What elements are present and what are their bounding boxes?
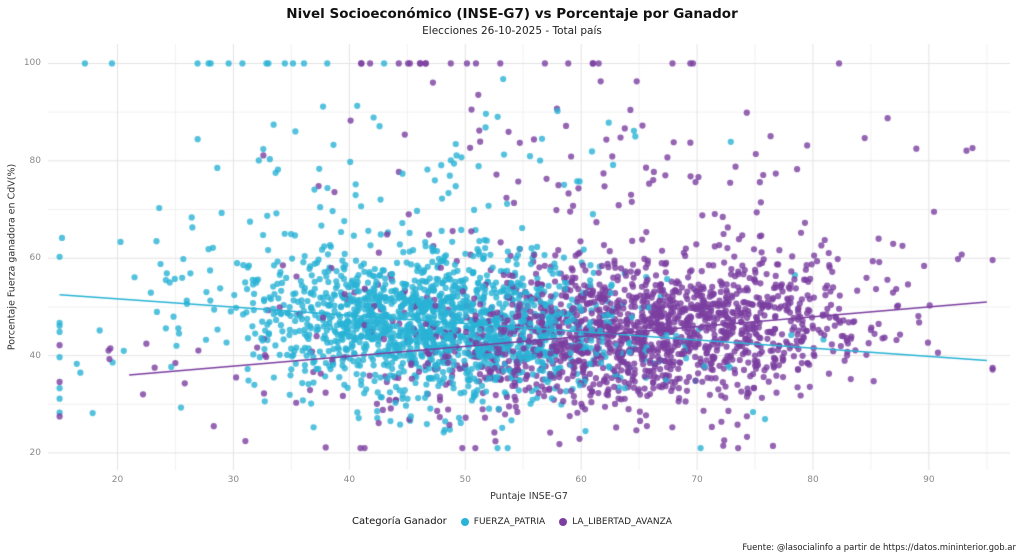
legend-item-la-libertad-avanza: LA_LIBERTAD_AVANZA [559, 517, 672, 527]
y-tick-label: 100 [23, 58, 41, 69]
legend-item-label: LA_LIBERTAD_AVANZA [572, 516, 672, 527]
y-axis-label: Porcentaje Fuerza ganadora en CdV(%) [6, 163, 18, 351]
x-tick-label: 60 [575, 475, 587, 485]
y-tick-label: 20 [29, 447, 41, 458]
x-tick-label: 20 [111, 475, 124, 485]
chart-title: Nivel Socioeconómico (INSE-G7) vs Porcen… [286, 6, 738, 22]
legend: Categoría Ganador FUERZA_PATRIA LA_LIBER… [0, 516, 1024, 527]
scatter-canvas [48, 44, 1010, 470]
y-tick-label: 40 [29, 350, 41, 361]
legend-title: Categoría Ganador [352, 516, 447, 527]
x-tick-label: 70 [691, 475, 703, 485]
x-tick-label: 30 [227, 475, 240, 485]
x-tick-label: 40 [343, 475, 356, 485]
legend-item-label: FUERZA_PATRIA [473, 516, 546, 527]
x-axis-label: Puntaje INSE-G7 [490, 491, 568, 502]
legend-item-fuerza-patria: FUERZA_PATRIA [460, 516, 546, 527]
chart-subtitle: Elecciones 26-10-2025 - Total país [422, 25, 602, 37]
plot-area: 20 30 40 50 60 70 80 90 20 40 60 80 100 [24, 44, 1010, 485]
x-tick-label: 80 [807, 475, 819, 485]
x-tick-label: 90 [923, 475, 935, 485]
legend-dot-icon [559, 517, 568, 526]
footer-source: Fuente: @lasocialinfo a partir de https:… [742, 543, 1016, 553]
legend-dot-icon [460, 517, 469, 526]
y-tick-label: 80 [29, 155, 41, 166]
y-tick-label: 60 [29, 253, 41, 264]
x-tick-label: 50 [459, 475, 471, 485]
